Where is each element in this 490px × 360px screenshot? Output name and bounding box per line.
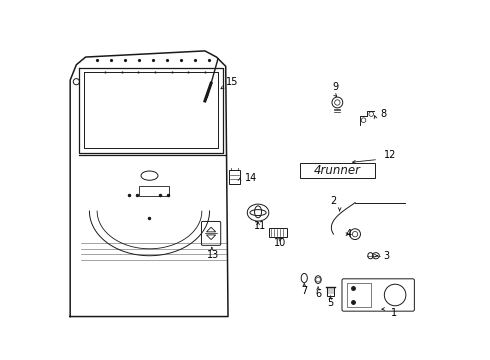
Text: 8: 8 [381,109,387,119]
Text: 13: 13 [206,250,219,260]
Text: 14: 14 [245,173,257,183]
Text: 7: 7 [301,286,307,296]
Text: 2: 2 [330,196,337,206]
Bar [140,186,169,195]
Text: 6: 6 [315,289,321,299]
Text: 4runner: 4runner [314,164,361,177]
Text: 15: 15 [226,77,238,87]
Bar [229,170,240,184]
Text: 1: 1 [391,308,396,318]
Bar [346,283,371,306]
Text: 11: 11 [253,221,266,231]
Text: 4: 4 [346,229,352,239]
Text: 5: 5 [327,298,334,309]
Text: 3: 3 [383,251,389,261]
Text: 12: 12 [384,150,396,160]
Text: 9: 9 [333,82,339,92]
Text: 10: 10 [274,238,287,248]
Bar [269,228,287,237]
Bar [327,287,334,296]
Bar [300,163,375,178]
